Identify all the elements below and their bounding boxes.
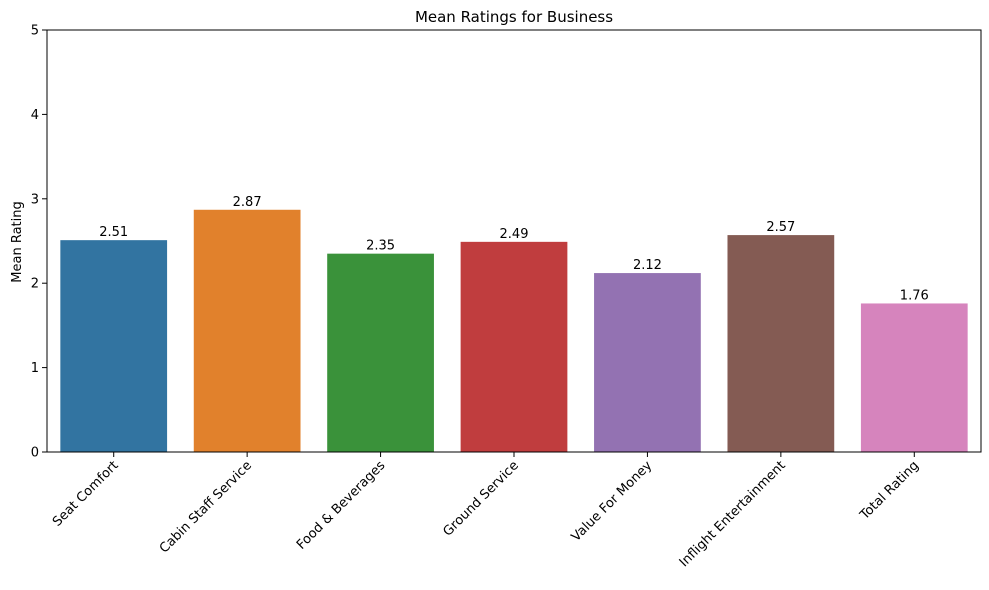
x-axis-ticks: Seat Comfort Cabin Staff Service Food & Be… (50, 452, 922, 570)
x-tick-label-5: Inflight Entertainment (677, 458, 789, 570)
bar-4 (594, 273, 701, 452)
x-tick-label-0: Seat Comfort (50, 458, 122, 530)
data-label-0: 2.51 (99, 225, 128, 240)
y-tick-label-1: 1 (31, 361, 39, 376)
bar-5 (727, 235, 835, 452)
data-label-5: 2.57 (766, 220, 795, 235)
data-label-2: 2.35 (366, 239, 395, 254)
y-tick-label-3: 3 (31, 192, 39, 207)
y-axis-ticks: 0 1 2 3 4 5 (31, 24, 47, 461)
y-tick-label-0: 0 (31, 446, 39, 461)
x-tick-label-4: Value For Money (569, 458, 656, 545)
bar-1 (193, 209, 301, 452)
plot-frame (46, 29, 982, 453)
bar-3 (460, 241, 568, 452)
x-tick-label-1: Cabin Staff Service (157, 458, 255, 556)
chart-title: Mean Ratings for Business (415, 8, 613, 26)
bar-2 (327, 253, 434, 452)
data-label-1: 2.87 (233, 195, 262, 210)
y-tick-label-4: 4 (31, 108, 39, 123)
y-axis-title: Mean Rating (10, 201, 25, 282)
x-tick-label-2: Food & Beverages (294, 458, 389, 553)
data-label-3: 2.49 (500, 227, 529, 242)
bar-6 (860, 303, 968, 452)
y-tick-label-5: 5 (31, 24, 39, 39)
y-tick-label-2: 2 (31, 277, 39, 292)
data-label-6: 1.76 (900, 288, 929, 303)
bar-0 (60, 240, 168, 452)
x-tick-label-6: Total Rating (857, 458, 922, 523)
bars-layer (60, 209, 968, 452)
data-label-4: 2.12 (633, 258, 662, 273)
data-labels-layer: 2.51 2.87 2.35 2.49 2.12 2.57 1.76 (99, 195, 929, 304)
x-tick-label-3: Ground Service (441, 458, 522, 539)
